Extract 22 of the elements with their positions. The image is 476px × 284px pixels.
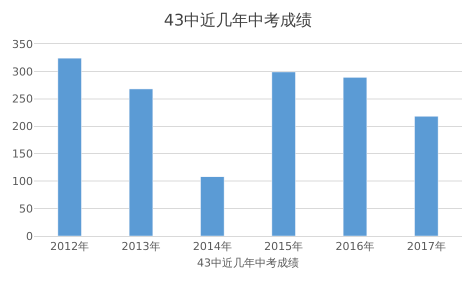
chart-title: 43中近几年中考成绩	[164, 10, 312, 30]
y-tick-label: 100	[12, 174, 33, 188]
y-tick-label: 250	[12, 92, 33, 106]
bar	[128, 88, 154, 236]
bar	[272, 72, 296, 236]
bar	[200, 176, 224, 236]
bar	[414, 116, 438, 236]
y-tick-label: 0	[26, 230, 33, 243]
y-tick-label: 200	[12, 120, 33, 134]
x-tick-label: 2017年	[406, 240, 446, 254]
x-tick-label: 2016年	[336, 240, 374, 254]
x-tick-label: 2012年	[50, 240, 90, 254]
bar	[342, 77, 368, 236]
y-tick-label: 350	[12, 38, 33, 51]
y-tick-label: 150	[12, 148, 33, 161]
x-tick-label: 2013年	[122, 240, 160, 254]
y-tick-label: 50	[19, 202, 33, 216]
x-axis-title: 43中近几年中考成绩	[197, 256, 299, 270]
bar	[58, 58, 82, 236]
x-tick-label: 2015年	[264, 240, 304, 254]
y-tick-label: 300	[12, 65, 33, 78]
x-tick-label: 2014年	[192, 240, 232, 254]
